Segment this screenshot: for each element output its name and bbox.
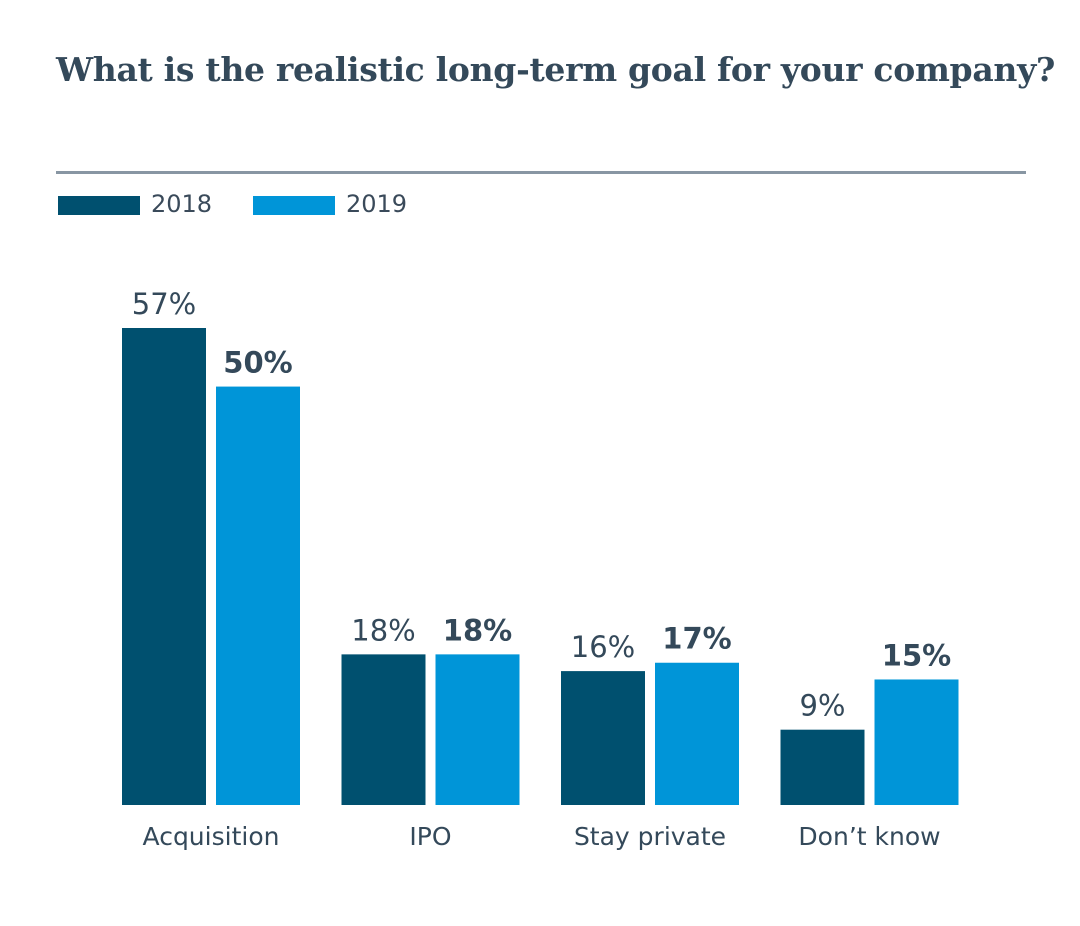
category-label-1: Acquisition	[143, 822, 280, 851]
bar-2019-1	[216, 386, 300, 805]
bar-2018-1	[122, 328, 206, 805]
data-label-2019-1: 50%	[223, 346, 292, 380]
category-label-2: IPO	[409, 822, 451, 851]
legend-label-2019: 2019	[346, 190, 408, 218]
legend-swatch-2019	[253, 196, 335, 215]
data-label-2018-2: 18%	[351, 613, 415, 647]
data-label-2018-3: 16%	[571, 630, 635, 664]
bar-2019-3	[655, 662, 739, 805]
bar-2019-2	[435, 654, 520, 805]
category-label-4: Don’t know	[798, 822, 940, 851]
data-label-2018-4: 9%	[799, 689, 845, 723]
data-label-2019-4: 15%	[882, 638, 951, 672]
bar-2018-4	[780, 729, 865, 805]
data-label-2019-3: 17%	[662, 622, 731, 656]
legend-label-2018: 2018	[151, 190, 213, 218]
bar-2019-4	[874, 679, 959, 805]
bar-2018-3	[561, 671, 645, 805]
bar-2018-2	[341, 654, 426, 805]
data-label-2019-2: 18%	[443, 613, 512, 647]
data-label-2018-1: 57%	[132, 287, 196, 321]
title-divider	[56, 171, 1026, 174]
category-label-3: Stay private	[574, 822, 726, 851]
legend-swatch-2018	[58, 196, 140, 215]
chart-title: What is the realistic long-term goal for…	[56, 50, 1056, 89]
